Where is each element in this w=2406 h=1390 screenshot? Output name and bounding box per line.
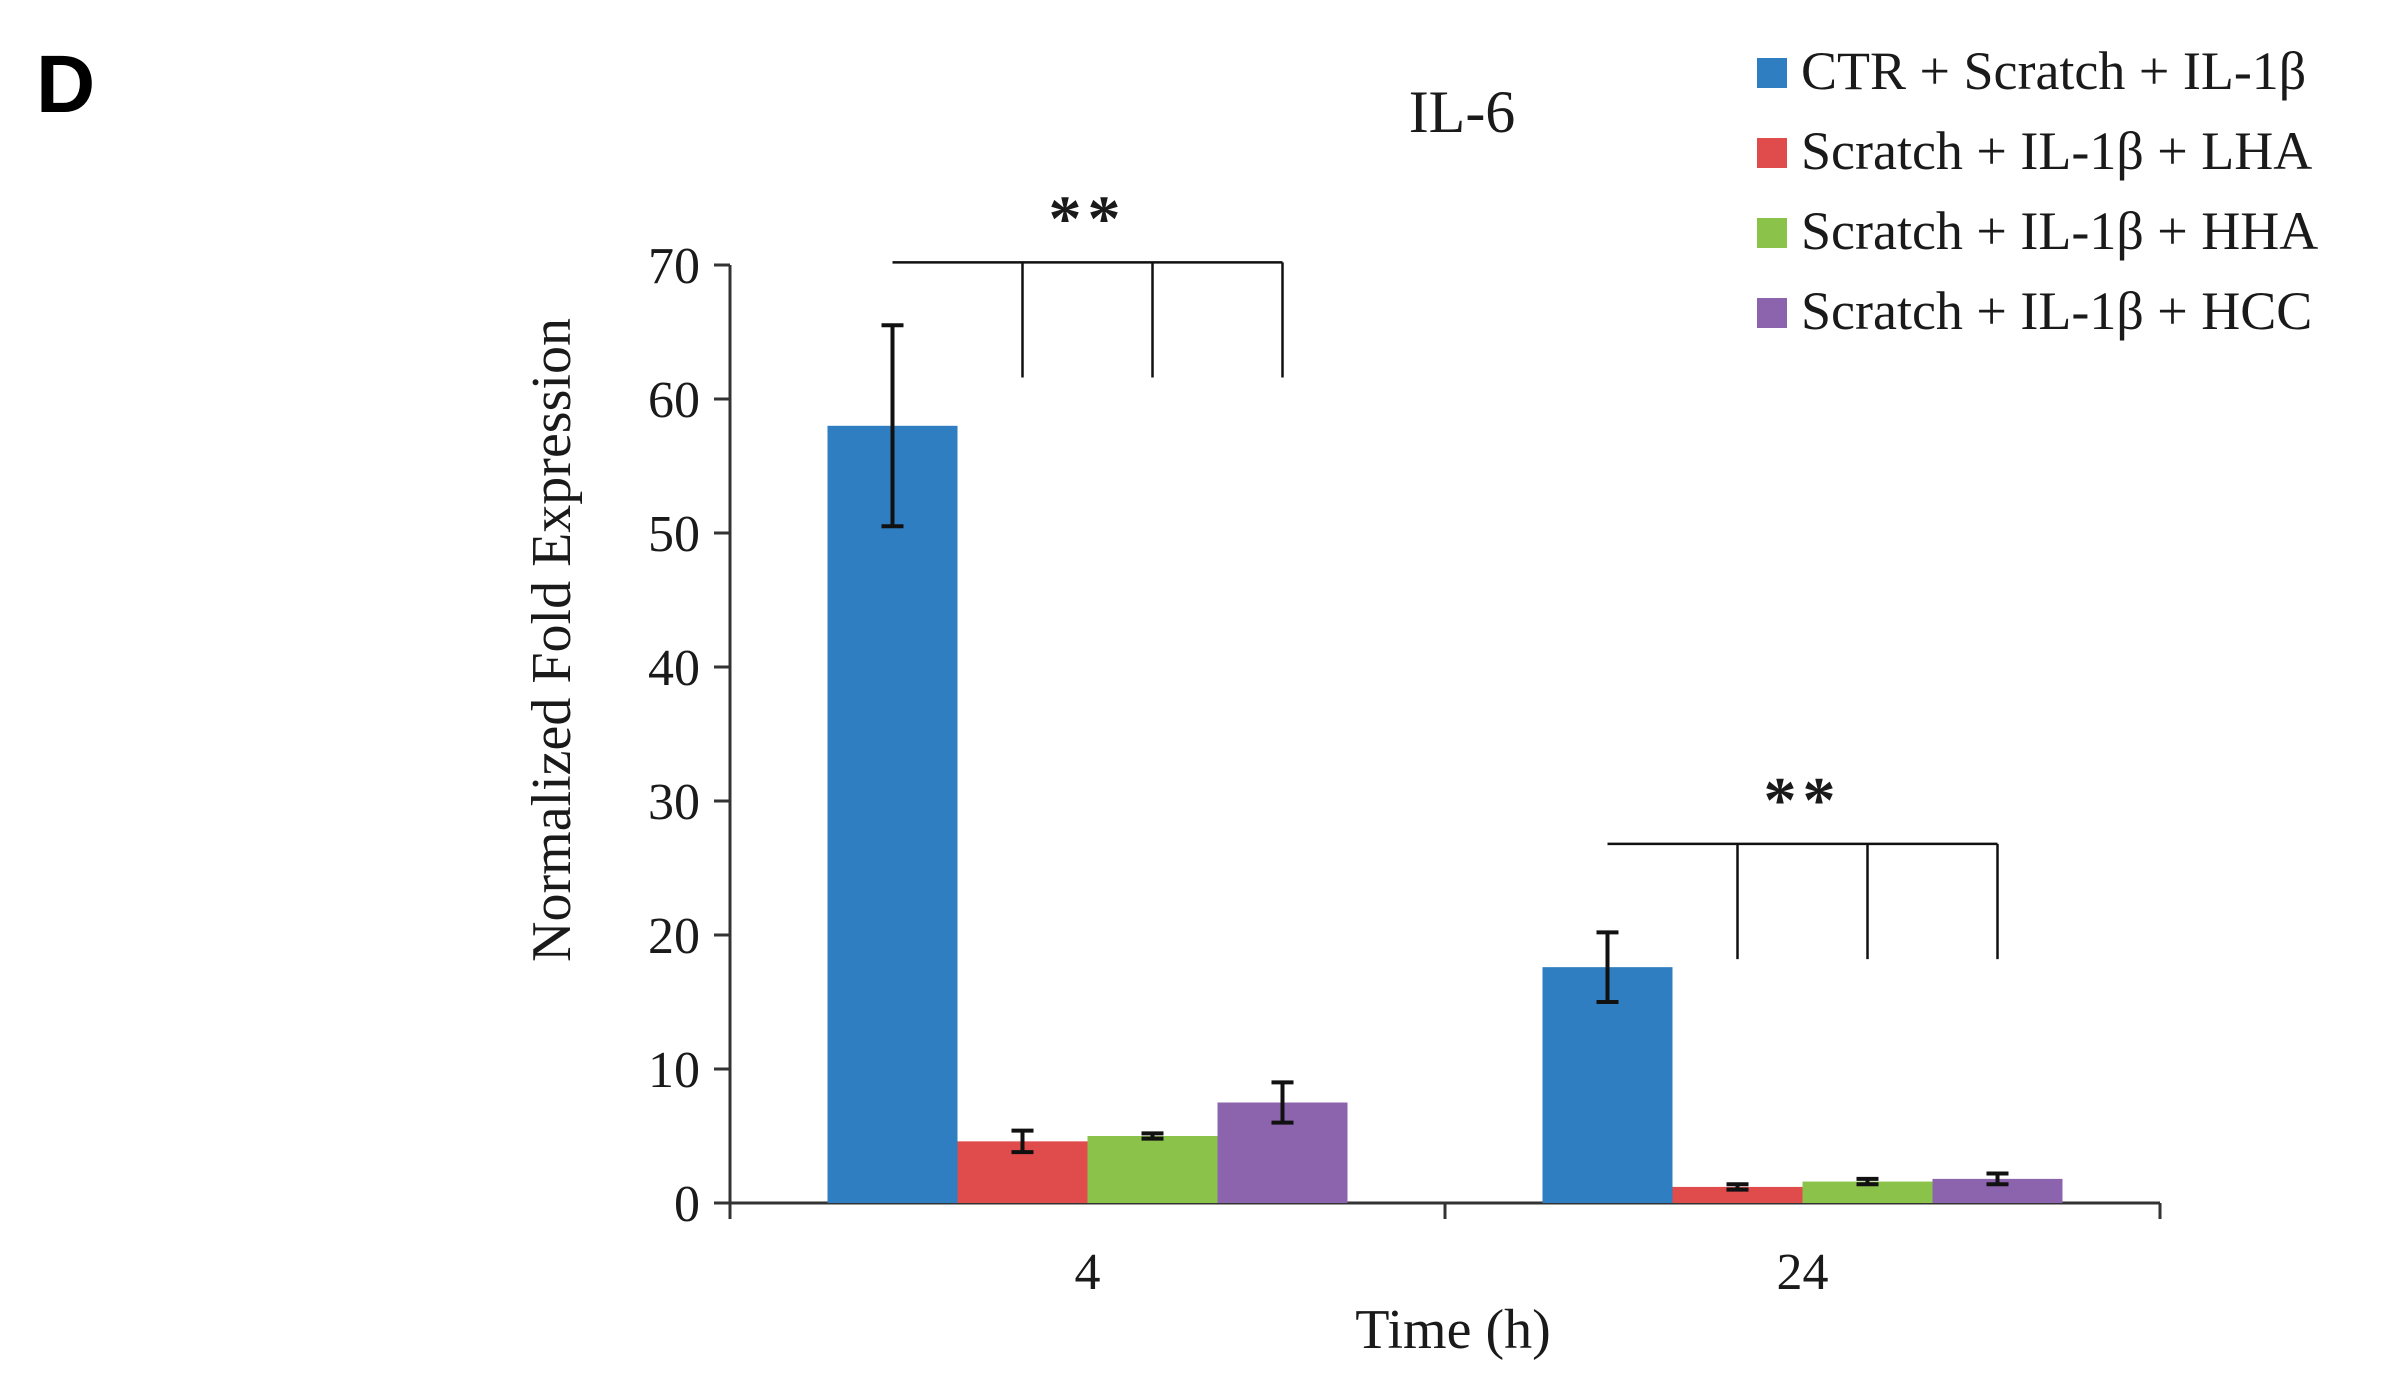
legend-swatch — [1757, 58, 1787, 88]
x-tick-label: 4 — [1075, 1244, 1101, 1301]
y-tick-label: 40 — [648, 640, 700, 697]
legend-label: CTR + Scratch + IL-1β — [1801, 41, 2306, 101]
legend: CTR + Scratch + IL-1β Scratch + IL-1β + L… — [1757, 41, 2318, 341]
significance-label: ** — [1049, 182, 1127, 255]
plot-area: 0 10 20 30 40 50 60 70 4 24 ** ** — [648, 182, 2162, 1301]
chart-title: IL-6 — [1409, 79, 1516, 145]
significance-label: ** — [1764, 764, 1842, 837]
bar — [1542, 967, 1673, 1203]
bar — [1672, 1186, 1803, 1203]
x-axis-label: Time (h) — [1355, 1299, 1551, 1361]
y-tick-label: 50 — [648, 506, 700, 563]
legend-label: Scratch + IL-1β + LHA — [1801, 121, 2312, 181]
bar — [827, 425, 958, 1203]
y-tick-label: 70 — [648, 238, 700, 295]
bar — [1087, 1136, 1218, 1203]
y-tick-label: 60 — [648, 372, 700, 429]
y-tick-label: 20 — [648, 908, 700, 965]
legend-swatch — [1757, 218, 1787, 248]
panel-label: D — [36, 39, 95, 130]
y-tick-label: 10 — [648, 1042, 700, 1099]
legend-swatch — [1757, 298, 1787, 328]
bar — [1802, 1181, 1933, 1203]
y-axis-label: Normalized Fold Expression — [521, 318, 583, 962]
legend-label: Scratch + IL-1β + HCC — [1801, 281, 2312, 341]
x-tick-label: 24 — [1777, 1244, 1829, 1301]
legend-label: Scratch + IL-1β + HHA — [1801, 201, 2318, 261]
y-tick-label: 30 — [648, 774, 700, 831]
y-tick-label: 0 — [674, 1176, 700, 1233]
legend-swatch — [1757, 138, 1787, 168]
